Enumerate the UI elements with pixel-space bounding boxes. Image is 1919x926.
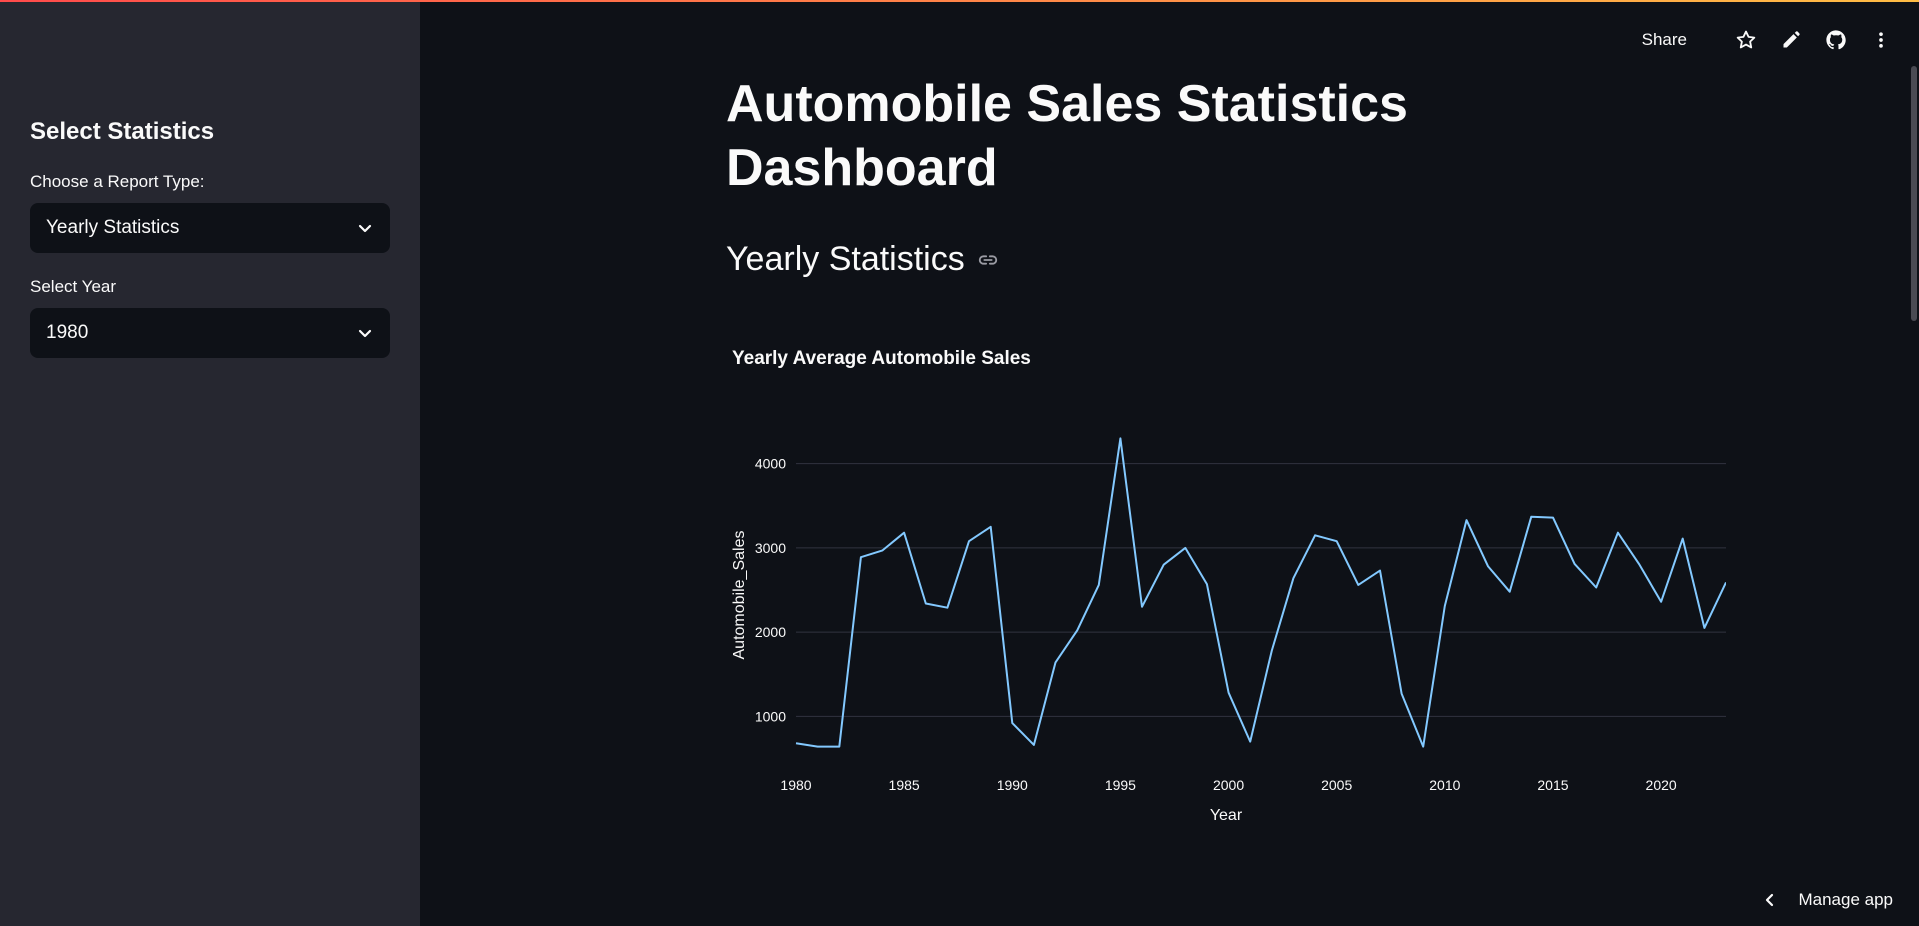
chart-x-axis-label: Year (1210, 807, 1243, 824)
report-type-label: Choose a Report Type: (30, 172, 205, 191)
chart-data-point (944, 605, 950, 611)
chart-data-point (1355, 582, 1361, 588)
chart-data-point (1182, 545, 1188, 551)
chart-y-tick-label: 1000 (755, 708, 786, 724)
chevron-left-icon (1762, 891, 1780, 909)
manage-app-button[interactable]: Manage app (1762, 890, 1893, 910)
chart-data-point (1377, 568, 1383, 574)
chart-data-point (1312, 532, 1318, 538)
chart-y-ticks: 1000 2000 3000 4000 (755, 456, 786, 725)
chart-x-tick-label: 2005 (1321, 777, 1352, 793)
chart-data-point (1528, 514, 1534, 520)
chart-data-point (1204, 581, 1210, 587)
star-icon[interactable] (1734, 28, 1758, 52)
manage-app-label: Manage app (1798, 890, 1893, 909)
chart-data-point (1161, 562, 1167, 568)
chart-data-point (1117, 435, 1123, 441)
app-toolbar: Share (1642, 28, 1893, 52)
chart-data-point (793, 740, 799, 746)
report-type-select[interactable]: Yearly Statistics (30, 203, 390, 253)
chart-data-point (1701, 625, 1707, 631)
section-heading: Yearly Statistics (726, 240, 999, 279)
chart-data-point (1658, 599, 1664, 605)
chart-data-point (1247, 739, 1253, 745)
chart-data-point (1572, 561, 1578, 567)
scrollbar-thumb[interactable] (1911, 66, 1917, 321)
share-button[interactable]: Share (1641, 30, 1687, 49)
page-title: Automobile Sales Statistics Dashboard (726, 75, 1408, 197)
year-value: 1980 (46, 322, 89, 343)
sidebar: Select Statistics Choose a Report Type: … (0, 0, 420, 926)
chevron-down-icon (356, 324, 374, 342)
chart-data-point (1053, 659, 1059, 665)
chart-data-point (1615, 530, 1621, 536)
app-top-accent-line (0, 0, 1919, 2)
year-label: Select Year (30, 277, 117, 296)
chart-data-point (1593, 584, 1599, 590)
chart-data-point (1636, 562, 1642, 568)
chart-data-point (1009, 720, 1015, 726)
chart-data-point (836, 744, 842, 750)
chart-data-point (1550, 515, 1556, 521)
chart-y-axis-label: Automobile_Sales (731, 531, 748, 660)
chart-data-point (858, 554, 864, 560)
chart-data-point (966, 538, 972, 544)
year-select[interactable]: 1980 (30, 308, 390, 358)
chart-x-tick-label: 2010 (1429, 777, 1460, 793)
section-title: Yearly Statistics (726, 240, 965, 278)
chart-data-point (880, 547, 886, 553)
chart-data-point (1485, 563, 1491, 569)
chart-data-point (1680, 536, 1686, 542)
sidebar-title: Select Statistics (30, 118, 215, 145)
main-content: Share Automobile Sales Statistics Dashbo… (420, 0, 1919, 926)
chart-data-point (1442, 603, 1448, 609)
chart-x-tick-label: 2020 (1646, 777, 1677, 793)
github-icon[interactable] (1824, 28, 1848, 52)
chart-data-point (1139, 604, 1145, 610)
chart-svg: Yearly Average Automobile Sales 1000 2000… (731, 348, 1727, 824)
chart-y-tick-label: 2000 (755, 624, 786, 640)
chart-data-point (1399, 691, 1405, 697)
chart-series-line (795, 437, 1727, 748)
chart-data-point (1031, 742, 1037, 748)
chart-data-point (815, 744, 821, 750)
chart-data-point (988, 524, 994, 530)
chart-y-tick-label: 3000 (755, 540, 786, 556)
chart-x-tick-label: 2015 (1537, 777, 1568, 793)
chart-x-tick-label: 1990 (997, 777, 1028, 793)
chart-data-point (1226, 690, 1232, 696)
chart-data-point (1463, 517, 1469, 523)
chart-data-point (1507, 589, 1513, 595)
chart-data-point (1723, 579, 1726, 585)
pencil-icon[interactable] (1779, 28, 1803, 52)
chart-title: Yearly Average Automobile Sales (732, 348, 1031, 369)
chart-data-point (1420, 744, 1426, 750)
chart-x-ticks: 1980 1985 1990 1995 2000 2005 2010 2015 2020 (780, 777, 1676, 793)
chevron-down-icon (356, 219, 374, 237)
chart-data-point (1269, 648, 1275, 654)
chart-grid (796, 463, 1726, 717)
chart-data-point (923, 600, 929, 606)
chart-data-point (901, 530, 907, 536)
link-icon[interactable] (977, 249, 999, 271)
chart-x-tick-label: 1995 (1105, 777, 1136, 793)
report-type-value: Yearly Statistics (46, 217, 180, 238)
more-vertical-icon[interactable] (1869, 28, 1893, 52)
chart-x-tick-label: 1980 (780, 777, 811, 793)
chart-data-point (1334, 538, 1340, 544)
scrollbar[interactable] (1909, 0, 1919, 926)
yearly-sales-chart: Yearly Average Automobile Sales 1000 2000… (726, 330, 1727, 850)
chart-x-tick-label: 1985 (889, 777, 920, 793)
chart-data-point (1074, 627, 1080, 633)
chart-data-point (1096, 582, 1102, 588)
chart-x-tick-label: 2000 (1213, 777, 1244, 793)
chart-y-tick-label: 4000 (755, 456, 786, 472)
chart-data-point (1290, 575, 1296, 581)
